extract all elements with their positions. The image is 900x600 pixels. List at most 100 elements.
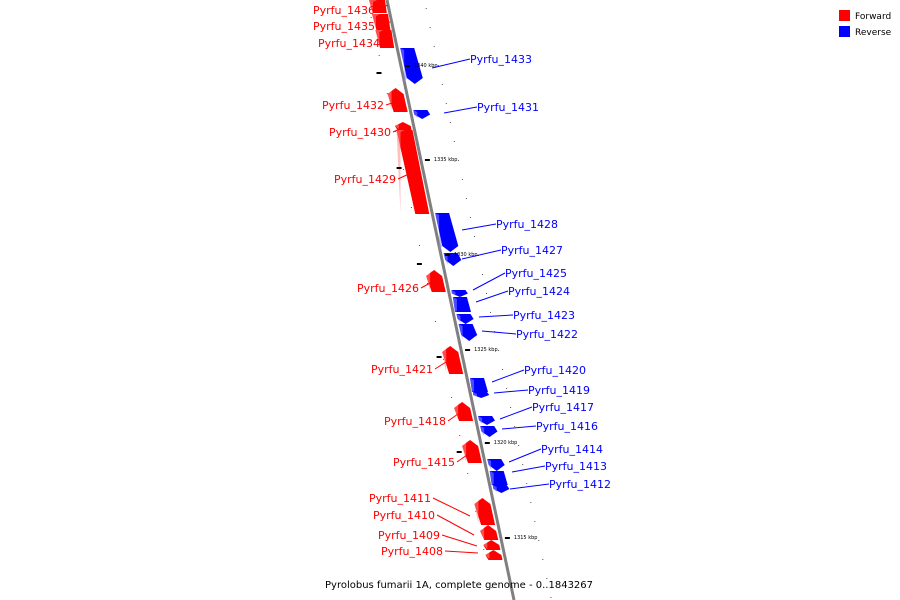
gene-highlight [470,378,474,392]
gene-connector [443,106,478,114]
gene-connector [441,534,478,547]
gene-arrow[interactable] [372,14,391,30]
gene-connector [376,21,391,27]
gene-arrow[interactable] [492,485,510,493]
tick-dot [522,464,524,465]
gene-pyrfu-1431[interactable] [413,110,431,119]
gene-arrow[interactable] [487,459,505,471]
gene-connector [420,281,433,289]
gene-pyrfu-1415[interactable] [462,440,482,463]
gene-pyrfu-1421[interactable] [442,346,464,374]
gene-arrow[interactable] [474,498,496,525]
gene-connector [481,330,517,335]
gene-pyrfu-1422[interactable] [458,324,478,341]
gene-pyrfu-1413[interactable] [489,471,508,485]
gene-pyrfu-1430[interactable] [394,122,412,130]
genome-backbone [385,0,516,600]
tick-dot [486,293,487,294]
gene-highlight [452,297,457,312]
minor-dash [416,263,422,265]
gene-label: Pyrfu_1423 [513,309,575,322]
tick-dot [451,397,453,398]
gene-label: Pyrfu_1411 [369,492,431,505]
gene-arrow[interactable] [470,378,488,392]
gene-highlight [400,48,407,83]
tick-dot [410,207,412,208]
gene-arrow[interactable] [443,253,462,266]
tick-dot [467,473,469,474]
gene-arrow[interactable] [473,392,490,398]
gene-highlight [474,498,483,524]
gene-connector [508,448,542,463]
gene-pyrfu-1426[interactable] [426,270,446,292]
gene-arrow[interactable] [375,30,395,48]
gene-arrow[interactable] [435,213,459,252]
tick-dot [530,502,532,503]
gene-arrow[interactable] [456,314,474,324]
gene-pyrfu-1428[interactable] [435,213,459,252]
gene-pyrfu-1420[interactable] [470,378,488,392]
gene-pyrfu-1429[interactable] [396,130,430,214]
gene-pyrfu-1412[interactable] [492,485,510,493]
gene-label: Pyrfu_1434 [318,37,380,50]
gene-arrow[interactable] [458,324,478,341]
gene-arrow[interactable] [369,0,387,13]
gene-arrow[interactable] [483,540,501,550]
gene-pyrfu-1433[interactable] [400,48,423,84]
gene-pyrfu-1425[interactable] [451,290,468,297]
gene-arrow[interactable] [451,290,468,297]
kbp-tick [445,254,450,256]
kbp-label: 1330 kbp [454,252,478,258]
tick-dot [378,55,380,56]
gene-pyrfu-1409[interactable] [483,540,501,550]
gene-arrow[interactable] [478,416,495,425]
gene-pyrfu-1434[interactable] [375,30,395,48]
gene-pyrfu-1414[interactable] [487,459,505,471]
gene-arrow[interactable] [480,426,498,437]
gene-pyrfu-1418[interactable] [454,402,474,421]
gene-connector [434,361,447,370]
kbp-label: 1315 kbp [514,535,538,541]
gene-arrow[interactable] [426,270,446,292]
gene-arrow[interactable] [396,130,430,214]
gene-pyrfu-1417[interactable] [478,416,495,425]
gene-pyrfu-1436[interactable] [369,0,387,13]
tick-dot [435,321,436,322]
tick-dot [546,578,548,579]
gene-arrow[interactable] [452,297,471,312]
gene-arrow[interactable] [489,471,508,485]
gene-arrow[interactable] [480,525,499,540]
tick-dot [483,549,485,550]
gene-arrow[interactable] [442,346,464,374]
tick-dot [550,597,552,598]
gene-arrow[interactable] [387,88,408,112]
tick-dot [427,283,428,284]
gene-pyrfu-1411[interactable] [474,498,496,525]
tick-dot [502,369,504,370]
gene-arrow[interactable] [485,550,503,560]
gene-pyrfu-1410[interactable] [480,525,499,540]
gene-highlight [485,550,494,559]
tick-dot [494,331,496,332]
gene-label: Pyrfu_1433 [470,53,532,66]
tick-dot [419,245,420,246]
gene-pyrfu-1435[interactable] [372,14,391,30]
gene-arrow[interactable] [394,122,412,130]
gene-arrow[interactable] [413,110,431,119]
gene-arrow[interactable] [454,402,474,421]
gene-arrow[interactable] [462,440,482,463]
genome-caption: Pyrolobus fumarii 1A, complete genome - … [325,580,593,591]
gene-label: Pyrfu_1425 [505,267,567,280]
gene-arrow[interactable] [400,48,423,84]
gene-pyrfu-1424[interactable] [452,297,471,312]
gene-label: Pyrfu_1432 [322,99,384,112]
kbp-scale-marks: 1340 kbp 1335 kbp 1330 kbp 1325 kbp 1320 kbp… [376,63,538,541]
gene-pyrfu-1416[interactable] [480,426,498,437]
gene-pyrfu-1408[interactable] [485,550,503,560]
tick-dot [475,511,477,512]
gene-connector [436,514,475,536]
gene-pyrfu-1432[interactable] [387,88,408,112]
gene-pyrfu-1419[interactable] [473,392,490,398]
tick-dot [518,445,520,446]
gene-pyrfu-1423[interactable] [456,314,474,324]
